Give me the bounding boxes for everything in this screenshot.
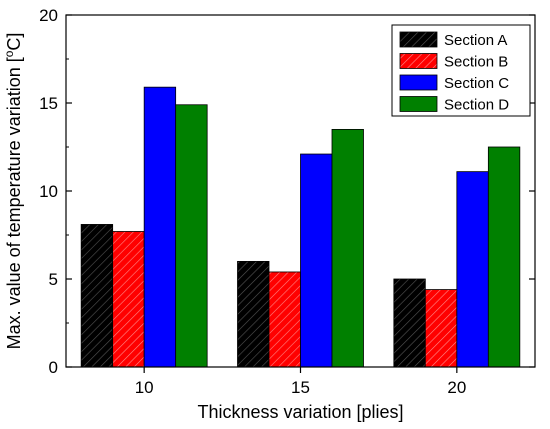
legend: Section A Section B Section C Section D	[391, 24, 531, 117]
bar-section-b-10	[112, 231, 145, 368]
x-tick-label: 20	[447, 378, 466, 397]
bar-section-c-15	[300, 153, 333, 368]
legend-label-section-a: Section A	[444, 32, 507, 49]
y-axis-label-main: Max. value of temperature variation [	[4, 57, 24, 349]
legend-swatch-section-d	[399, 96, 438, 112]
bar-section-d-20	[487, 146, 521, 368]
y-tick-label: 10	[39, 182, 58, 201]
bar-section-a-15	[237, 260, 270, 368]
bars-layer	[80, 86, 521, 368]
legend-label-section-b: Section B	[444, 54, 508, 71]
legend-swatch-section-c	[399, 74, 438, 91]
bar-section-d-10	[175, 104, 208, 368]
bar-section-a-10	[80, 224, 114, 368]
bar-section-d-15	[331, 128, 364, 368]
bar-section-b-15	[268, 271, 301, 368]
x-axis-label: Thickness variation [plies]	[197, 402, 403, 422]
legend-swatch-section-b	[399, 53, 438, 69]
y-axis-label-tail: C]	[4, 33, 24, 51]
legend-label-section-c: Section C	[444, 75, 509, 92]
y-tick-label: 5	[49, 270, 58, 289]
bar-section-c-20	[456, 171, 489, 368]
x-tick-label: 15	[291, 378, 310, 397]
y-axis-label-superscript: o	[2, 50, 16, 57]
legend-swatch-section-a	[399, 31, 438, 48]
bar-section-c-10	[143, 86, 177, 368]
bar-section-b-20	[424, 289, 458, 368]
y-axis-ticks: 0 5 10 15 20	[39, 6, 535, 377]
bar-section-a-20	[393, 278, 426, 368]
y-tick-label: 20	[39, 6, 58, 25]
y-tick-label: 0	[49, 358, 58, 377]
y-axis-label: Max. value of temperature variation [oC]	[2, 33, 24, 350]
x-tick-label: 10	[135, 378, 154, 397]
legend-label-section-d: Section D	[444, 97, 509, 114]
x-axis-ticks: 10 15 20	[135, 367, 466, 397]
y-tick-label: 15	[39, 94, 58, 113]
